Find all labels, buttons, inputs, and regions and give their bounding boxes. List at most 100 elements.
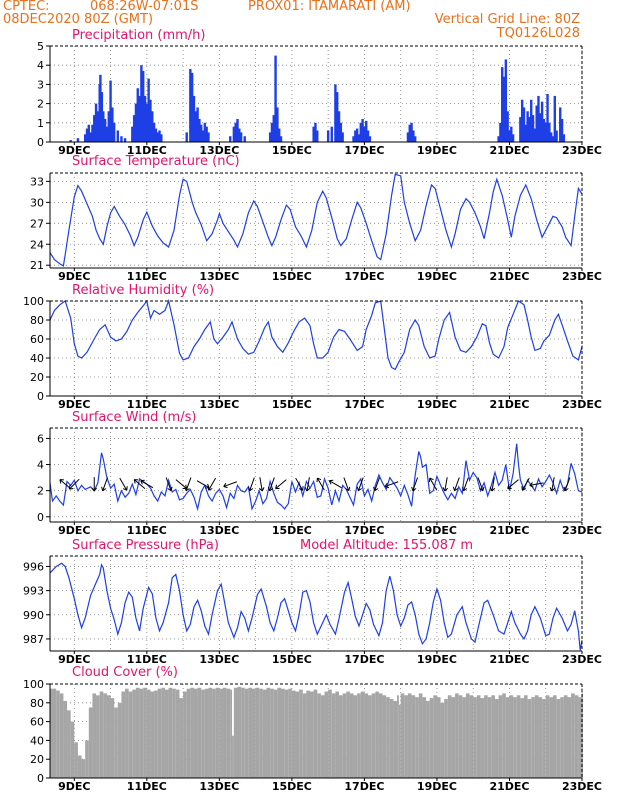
wind-ytick-label: 6: [37, 432, 44, 445]
wind-arrow-shaft: [343, 477, 350, 491]
cloud-cover-bar: [560, 697, 564, 778]
precipitation-bar: [203, 122, 207, 142]
cloud-cover-bar: [270, 688, 274, 778]
wind-arrow-shaft: [275, 479, 287, 490]
wind-xtick-label: 19DEC: [417, 524, 457, 537]
wind-arrow-shaft: [374, 477, 380, 491]
temperature-xtick-label: 9DEC: [58, 270, 90, 283]
pressure-title: Surface Pressure (hPa): [72, 538, 219, 553]
cloud-cover-bar: [306, 690, 311, 778]
cloud-cover-bar: [251, 688, 256, 778]
wind-arrow-head: [479, 486, 485, 492]
temperature-ytick-label: 27: [30, 217, 44, 230]
precipitation-ytick-label: 5: [37, 40, 44, 53]
humidity-xtick-label: 13DEC: [199, 398, 239, 411]
wind-arrow-head: [68, 485, 74, 490]
cloud-cover-title: Cloud Cover (%): [72, 665, 178, 680]
precipitation-bar: [528, 117, 531, 142]
humidity-series-line: [49, 298, 583, 371]
pressure-xtick-label: 11DEC: [127, 653, 167, 666]
cloud-cover-bar: [81, 759, 86, 778]
cloud-cover-bar: [542, 699, 546, 778]
precipitation-bar: [555, 130, 558, 142]
wind-arrow-shaft: [521, 477, 530, 491]
precipitation-bar: [232, 126, 236, 142]
wind-arrow-shaft: [208, 477, 217, 491]
cloud-cover-bar: [378, 693, 383, 778]
cloud-cover-bar: [538, 697, 543, 778]
pressure-ytick-label: 993: [23, 585, 44, 598]
cloud-cover-xtick-label: 19DEC: [417, 780, 457, 793]
wind-arrow-shaft: [223, 481, 237, 488]
cloud-cover-bar: [527, 699, 532, 778]
wind-arrow-shaft: [477, 477, 484, 491]
cloud-cover-bar: [465, 693, 470, 778]
precipitation-bar: [239, 132, 243, 142]
wind-series-line: [49, 443, 583, 512]
precipitation-bar: [408, 124, 411, 142]
header-model-id: TQ0126L028: [496, 26, 580, 41]
cloud-cover-bar: [436, 697, 441, 778]
wind-xtick-label: 13DEC: [199, 524, 239, 537]
cloud-cover-bar: [281, 688, 285, 778]
cloud-cover-bar: [549, 697, 553, 778]
precipitation-bar: [341, 132, 344, 142]
precipitation-bar: [69, 140, 72, 142]
cloud-cover-bar: [451, 697, 456, 778]
cloud-cover-bar: [67, 710, 71, 778]
cloud-cover-bar: [284, 689, 289, 778]
precipitation-bar: [238, 128, 241, 142]
cloud-cover-bar: [63, 700, 68, 778]
wind-xtick-label: 21DEC: [489, 524, 529, 537]
cloud-cover-bar: [364, 693, 369, 778]
cloud-cover-bar: [164, 689, 169, 778]
cloud-cover-bar: [509, 695, 514, 778]
cloud-cover-bar: [117, 702, 122, 778]
precipitation-bar: [330, 126, 333, 142]
precipitation-bar: [102, 111, 105, 142]
precipitation-bar: [368, 136, 372, 142]
wind-ytick-label: 0: [37, 511, 44, 524]
precipitation-bar: [537, 95, 540, 142]
precipitation-bar: [531, 115, 535, 142]
wind-arrow-shaft: [444, 477, 448, 492]
wind-arrow-head: [298, 486, 304, 491]
cloud-cover-bar: [342, 693, 347, 778]
wind-arrow-head: [259, 487, 265, 492]
precipitation-bar: [357, 134, 361, 142]
wind-arrow-head: [248, 486, 254, 492]
precipitation-bar: [134, 103, 138, 142]
cloud-cover-bar: [85, 740, 89, 778]
cloud-cover-bar: [291, 690, 296, 778]
cloud-cover-bar: [56, 690, 60, 778]
precipitation-bar: [511, 134, 515, 142]
cloud-cover-bar: [110, 698, 115, 778]
cloud-cover-bar: [244, 688, 249, 778]
precipitation-bar: [506, 111, 509, 142]
wind-arrow-head: [489, 487, 496, 492]
precipitation-bar: [192, 95, 196, 142]
temperature-xtick-label: 15DEC: [272, 270, 312, 283]
precipitation-bar: [116, 130, 120, 142]
wind-arrow-shaft: [491, 477, 495, 492]
precipitation-bar: [326, 130, 330, 142]
precipitation-bar: [207, 132, 210, 142]
cloud-cover-bar: [143, 687, 147, 778]
precipitation-bar: [132, 115, 136, 142]
cloud-cover-bar: [125, 688, 129, 778]
cloud-cover-bar: [320, 695, 325, 778]
precipitation-bar: [546, 94, 549, 142]
cloud-cover-bar: [99, 691, 104, 778]
pressure-xtick-label: 9DEC: [58, 653, 90, 666]
precipitation-bar: [243, 136, 246, 142]
wind-arrow-head: [167, 486, 173, 492]
cloud-cover-bar: [157, 688, 162, 778]
precipitation-bar: [363, 126, 366, 142]
cloud-cover-bar: [353, 695, 358, 778]
precipitation-bar: [91, 124, 94, 142]
cloud-cover-bar: [77, 755, 82, 778]
wind-xtick-label: 9DEC: [58, 524, 90, 537]
precipitation-bar: [120, 136, 123, 142]
cloud-cover-bar: [96, 695, 100, 778]
cloud-cover-bar: [346, 691, 350, 778]
